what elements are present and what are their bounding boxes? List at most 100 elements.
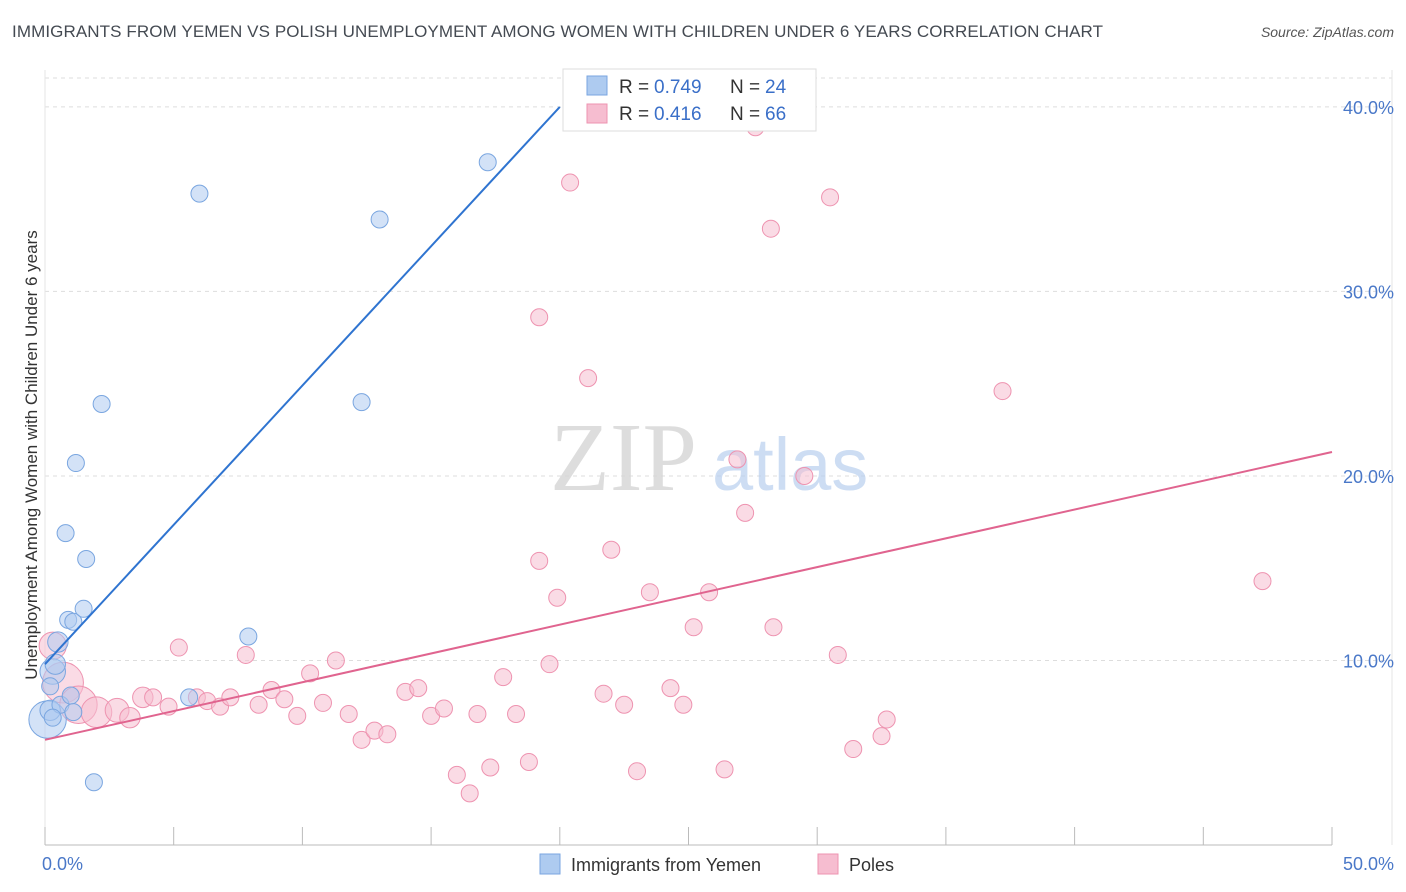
poles-point (761, 219, 780, 238)
poles-point (1253, 572, 1272, 591)
yemen-point (74, 599, 93, 618)
yemen-point (92, 394, 111, 413)
yemen-point (66, 454, 85, 473)
poles-point (249, 695, 268, 714)
poles-point (594, 684, 613, 703)
poles-point (481, 758, 500, 777)
bottom-legend-swatch-yemen (539, 853, 561, 875)
poles-point (301, 664, 320, 683)
legend-n-value-poles: 66 (765, 104, 786, 125)
source-label: Source: ZipAtlas.com (1260, 24, 1394, 40)
legend-n-label-poles: N = (730, 104, 760, 125)
poles-point (326, 651, 345, 670)
yemen-point (239, 627, 258, 646)
yemen-point (61, 686, 80, 705)
poles-point (119, 706, 141, 729)
poles-point (434, 699, 453, 718)
x-ticks (44, 827, 1333, 845)
y-tick-label: 10.0% (1343, 651, 1394, 671)
yemen-trend-line (44, 106, 561, 665)
yemen-point (43, 708, 62, 727)
grid (45, 70, 1393, 845)
poles-point (313, 693, 332, 712)
poles-point (561, 173, 580, 192)
poles-point (795, 466, 814, 485)
poles-points (38, 118, 1272, 803)
bottom-legend-label-yemen: Immigrants from Yemen (571, 855, 761, 875)
yemen-point (478, 153, 497, 172)
legend-r-value-yemen: 0.749 (654, 77, 702, 98)
watermark-zip: ZIP (550, 404, 697, 512)
yemen-point (64, 612, 83, 631)
y-tick-label: 20.0% (1343, 467, 1394, 487)
poles-point (674, 695, 693, 714)
legend-r-label-yemen: R = (619, 77, 649, 98)
poles-point (288, 706, 307, 725)
yemen-point (77, 549, 96, 568)
poles-trend-line (44, 450, 1333, 741)
poles-point (877, 710, 896, 729)
legend-n-value-yemen: 24 (765, 77, 787, 98)
poles-point (602, 540, 621, 559)
poles-point (615, 695, 634, 714)
poles-point (828, 645, 847, 664)
poles-point (628, 762, 647, 781)
yemen-point (370, 210, 389, 229)
poles-point (169, 638, 188, 657)
poles-point (275, 690, 294, 709)
y-tick-label: 40.0% (1343, 98, 1394, 118)
legend-r-label-poles: R = (619, 104, 649, 125)
poles-point (548, 588, 567, 607)
poles-point (236, 645, 255, 664)
chart-title: IMMIGRANTS FROM YEMEN VS POLISH UNEMPLOY… (12, 22, 1104, 41)
legend: R = 0.749 N = 24 R = 0.416 N = 66 (562, 68, 817, 132)
legend-swatch-yemen (586, 75, 608, 96)
poles-point (736, 503, 755, 522)
legend-r-value-poles: 0.416 (654, 104, 702, 125)
poles-point (821, 188, 840, 207)
yemen-point (41, 677, 60, 696)
poles-point (409, 679, 428, 698)
x-tick-label-min: 0.0% (42, 854, 83, 874)
poles-point (728, 450, 747, 469)
poles-point (715, 760, 734, 779)
yemen-point (352, 393, 371, 412)
poles-point (764, 618, 783, 637)
yemen-point (44, 653, 66, 675)
yemen-point (180, 688, 199, 707)
legend-n-label-yemen: N = (730, 77, 760, 98)
yemen-point (47, 631, 69, 653)
poles-point (540, 655, 559, 674)
bottom-legend-label-poles: Poles (849, 855, 894, 875)
legend-swatch-poles (586, 103, 608, 124)
poles-point (530, 551, 549, 570)
yemen-points (28, 153, 497, 792)
poles-point (339, 704, 358, 723)
poles-point (579, 369, 598, 388)
poles-point (844, 740, 863, 759)
x-tick-label-max: 50.0% (1343, 854, 1394, 874)
poles-point (640, 583, 659, 602)
poles-point (144, 688, 163, 707)
bottom-legend: Immigrants from Yemen Poles (539, 853, 894, 875)
yemen-point (56, 524, 75, 543)
poles-point (460, 784, 479, 803)
y-axis-title: Unemployment Among Women with Children U… (22, 230, 41, 679)
poles-point (378, 725, 397, 744)
poles-point (661, 679, 680, 698)
y-tick-labels: 10.0% 20.0% 30.0% 40.0% (1343, 98, 1394, 672)
poles-point (494, 668, 513, 687)
yemen-point (84, 773, 103, 792)
poles-point (684, 618, 703, 637)
poles-point (507, 704, 526, 723)
poles-point (468, 704, 487, 723)
poles-point (872, 727, 891, 746)
yemen-point (190, 184, 209, 203)
yemen-point (64, 703, 83, 722)
poles-point (519, 752, 538, 771)
poles-point (530, 308, 549, 327)
poles-point (352, 730, 371, 749)
poles-point (447, 765, 466, 784)
bottom-legend-swatch-poles (817, 853, 839, 875)
